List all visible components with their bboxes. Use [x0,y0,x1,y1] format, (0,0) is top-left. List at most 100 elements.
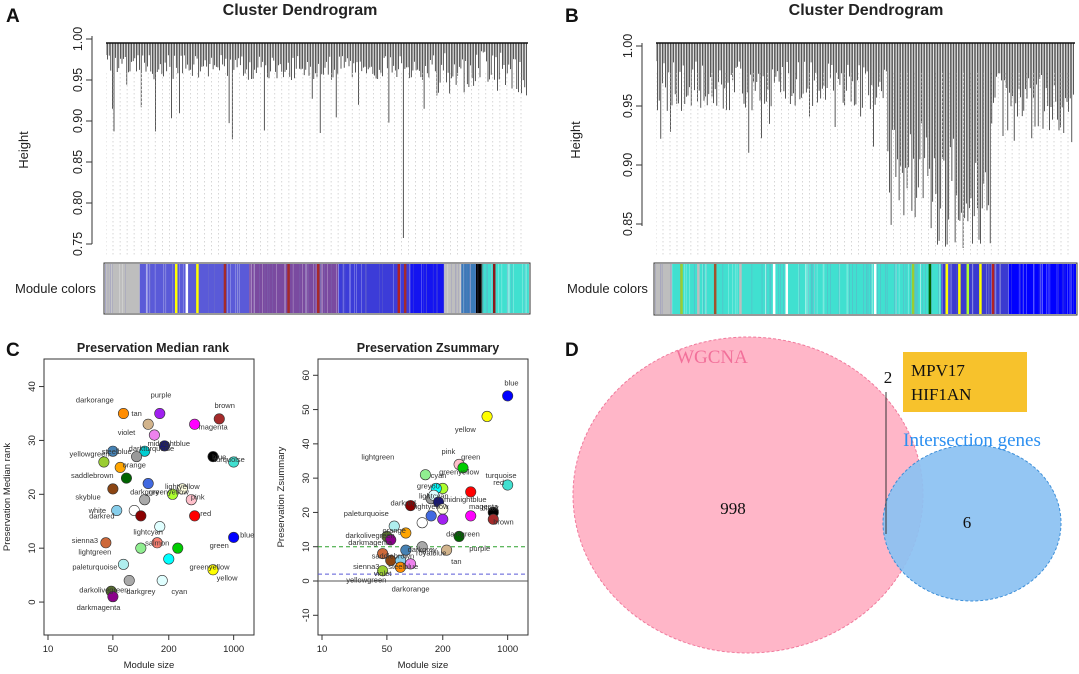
point-label: pink [191,493,205,502]
moduleB-texture [915,264,916,314]
moduleA-texture [336,264,337,313]
scatter-median-rank-points [98,407,240,603]
point-brown [213,413,225,425]
ytick-label: 0 [301,578,312,583]
scatter-median-rank: Preservation Median rank Preservation Me… [2,341,255,671]
moduleA-texture [342,264,343,313]
moduleB-texture [866,264,867,314]
moduleB-texture [986,264,987,314]
point-steelblue [400,544,412,556]
moduleB-texture [910,264,911,314]
moduleB-texture [811,264,812,314]
moduleB-texture [1039,264,1041,314]
moduleB-texture [870,264,871,314]
point-label: brown [214,401,234,410]
point-label: orange [383,526,406,535]
dendrogram-b-tree [656,42,1075,256]
moduleA-texture [315,264,317,313]
point-label: grey60 [417,481,440,490]
moduleA-texture [451,264,452,313]
moduleB-stripe [680,264,683,314]
moduleA-texture [110,264,112,313]
moduleA-texture [509,264,510,313]
moduleA-texture [227,264,228,313]
point-label: darkmagenta [348,538,393,547]
point-label: lightyellow [165,482,200,491]
moduleB-texture [885,264,886,314]
point-turquoise [502,479,514,491]
scatter-median-rank-labels: darkorange purple brown tan magenta violet mid… [69,390,254,612]
point-lightcyan2 [156,575,168,587]
moduleA-texture [306,264,308,313]
ytick-a-6: 0.75 [71,232,85,256]
moduleB-texture [702,264,703,314]
moduleA-texture [214,264,215,313]
moduleA-texture [487,264,488,313]
moduleA-texture [305,264,307,313]
point-label: tan [451,557,461,566]
moduleA-texture [436,264,437,313]
dendrogram-a-title: Cluster Dendrogram [223,2,378,19]
point-lightyellow [176,483,188,495]
point-label: greenyellow [439,468,480,477]
point-label: green [210,541,229,550]
dendrogram-a-yticks: 1.00 0.95 0.90 0.85 0.80 0.75 [71,27,92,256]
point-label: lightyellow [414,502,449,511]
moduleA-texture [513,264,514,313]
venn-label-wgcna: WGCNA [676,347,748,368]
moduleB-texture [856,264,857,314]
moduleB-texture [660,264,662,314]
moduleA-texture [443,264,444,313]
moduleA-texture [524,264,526,313]
moduleB-stripe [966,264,970,314]
point-darkred [135,510,147,522]
point-label: paleturquoise [344,509,389,518]
moduleB-texture [1000,264,1001,314]
moduleA-texture [320,264,322,313]
moduleA-texture [147,264,149,313]
moduleB-texture [806,264,808,314]
scatter-zsummary-ticks: 10 50 200 1000 -10 0 10 20 30 40 50 60 [301,370,518,655]
moduleB-texture [994,264,996,314]
moduleA-texture [259,264,260,313]
moduleB-texture [1011,264,1012,314]
point-label: skyblue [75,493,100,502]
overlap-gene-2: HIF1AN [911,385,971,404]
moduleA-texture [460,264,461,313]
moduleB-texture [999,264,1001,314]
point-label: salmon [145,538,169,547]
moduleB-texture [846,264,848,314]
moduleB-texture [814,264,815,314]
panel-c-letter: C [6,340,20,361]
moduleA-texture [146,264,148,313]
moduleB-texture [938,264,939,314]
moduleA-texture [321,264,323,313]
point-greenyellow [167,488,179,500]
point-darkgrey2 [123,575,135,587]
ytick-b-2: 0.95 [621,94,635,118]
dendroA-branches [106,43,527,238]
point-label: lightgreen [78,548,111,557]
moduleA-texture [324,264,325,313]
moduleA-texture [344,264,346,313]
moduleB-texture [799,264,800,314]
moduleB-texture [903,264,904,314]
moduleB-texture [705,264,707,314]
moduleA-texture [237,264,238,313]
moduleB-texture [988,264,989,314]
point-brown [487,513,499,525]
point-violet [148,429,160,441]
moduleA-texture [125,264,126,313]
moduleA-texture [501,264,503,313]
moduleB-texture [670,264,671,314]
point-green [172,542,184,554]
point-label: darkturquoise [129,444,174,453]
moduleA-texture [481,264,482,313]
moduleA-texture [423,264,425,313]
moduleA-texture [464,264,465,313]
point-red [465,486,477,498]
dendrogram-b-yticks: 1.00 0.95 0.90 0.85 [621,34,642,236]
moduleB-texture [816,264,818,314]
moduleB-texture [1020,264,1021,314]
